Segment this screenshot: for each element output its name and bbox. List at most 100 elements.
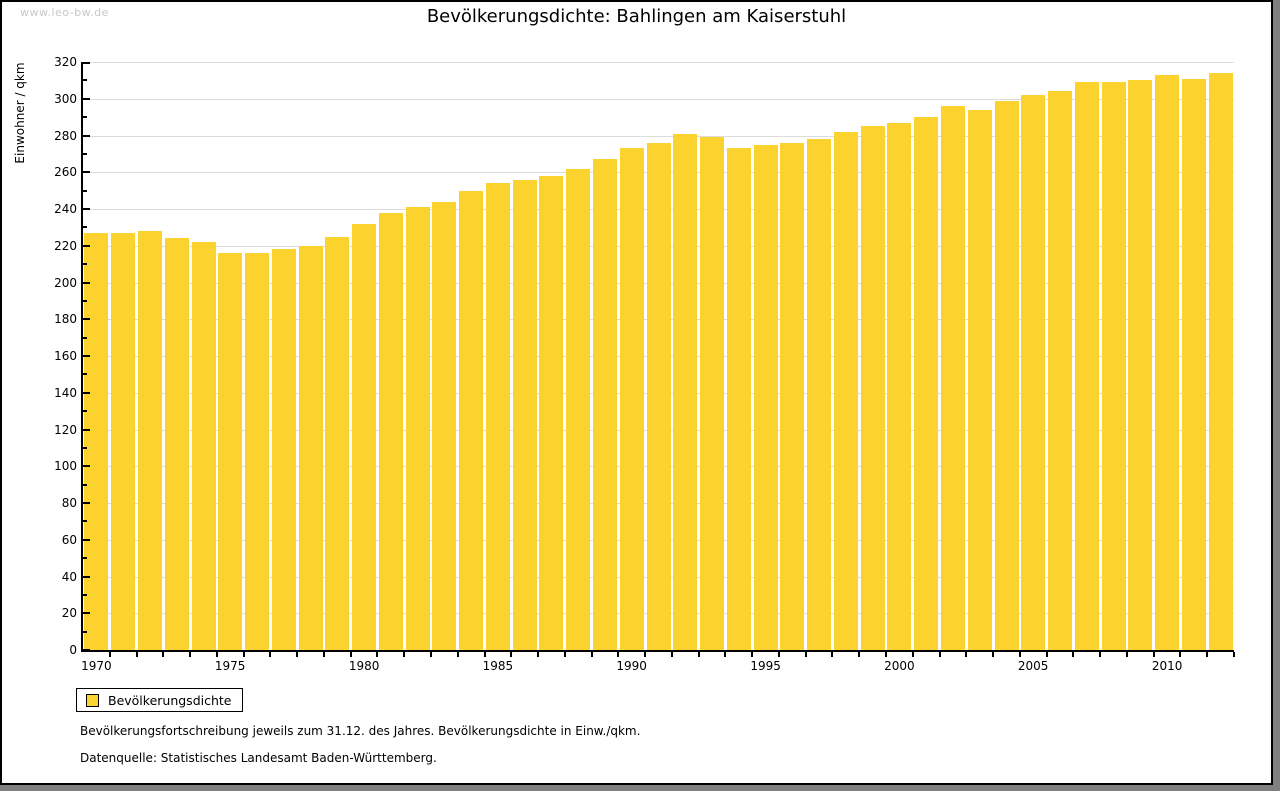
x-tick-label-2010: 2010: [1151, 659, 1183, 673]
x-tick-label-2005: 2005: [1017, 659, 1049, 673]
bar-1994: [726, 148, 751, 650]
y-minor-tick-170: [83, 337, 87, 339]
y-tick-label-20: 20: [61, 606, 77, 621]
y-minor-tick-110: [83, 447, 87, 449]
bar-2010: [1155, 74, 1180, 650]
bar-2005: [1021, 95, 1046, 650]
x-tick-30: [885, 652, 887, 657]
x-tick-29: [858, 652, 860, 657]
bar-2006: [1048, 91, 1072, 650]
y-minor-tick-50: [83, 557, 87, 559]
gridline-y-300: [83, 99, 1234, 100]
y-tick-label-80: 80: [61, 496, 77, 510]
y-minor-tick-70: [83, 520, 87, 522]
y-tick-220: [83, 245, 90, 247]
bar-1977: [271, 249, 296, 650]
x-tick-39: [1126, 652, 1128, 657]
y-minor-tick-230: [83, 226, 87, 228]
x-tick-13: [430, 652, 432, 657]
gridline-y-320: [83, 62, 1234, 63]
bar-2007: [1074, 82, 1099, 650]
x-tick-7: [269, 652, 271, 657]
x-tick-label-1980: 1980: [348, 659, 380, 673]
y-tick-label-160: 160: [54, 349, 77, 363]
bar-1970: [84, 232, 109, 650]
x-tick-37: [1072, 652, 1074, 657]
x-tick-10: [350, 652, 352, 657]
x-tick-26: [778, 652, 780, 657]
bar-1973: [164, 238, 189, 650]
bar-1999: [860, 126, 885, 650]
bar-1974: [191, 242, 216, 650]
y-tick-300: [83, 98, 90, 100]
bar-2000: [887, 122, 912, 650]
y-tick-label-140: 140: [54, 385, 77, 400]
x-tick-2: [136, 652, 138, 657]
y-minor-tick-270: [83, 153, 87, 155]
y-tick-label-260: 260: [54, 165, 77, 180]
y-tick-label-60: 60: [61, 532, 77, 547]
y-tick-160: [83, 355, 90, 357]
x-tick-23: [698, 652, 700, 657]
x-tick-8: [296, 652, 298, 657]
chart-title: Bevölkerungsdichte: Bahlingen am Kaisers…: [426, 6, 847, 27]
x-tick-label-1975: 1975: [214, 659, 246, 673]
bar-1981: [378, 212, 403, 650]
x-tick-31: [912, 652, 914, 657]
bar-1989: [593, 159, 617, 650]
bar-2009: [1128, 80, 1153, 650]
y-tick-200: [83, 282, 90, 284]
bar-1991: [646, 142, 671, 650]
x-tick-label-1985: 1985: [482, 659, 514, 673]
x-tick-38: [1099, 652, 1101, 657]
x-tick-35: [1019, 652, 1021, 657]
bar-1983: [432, 201, 457, 650]
bar-1992: [673, 133, 698, 650]
x-tick-27: [805, 652, 807, 657]
x-tick-42: [1206, 652, 1208, 657]
data-source: Datenquelle: Statistisches Landesamt Bad…: [80, 751, 437, 765]
x-tick-22: [671, 652, 673, 657]
x-tick-12: [403, 652, 405, 657]
x-tick-43: [1233, 652, 1235, 657]
x-tick-24: [724, 652, 726, 657]
x-tick-16: [510, 652, 512, 657]
x-tick-11: [376, 652, 378, 657]
bar-2002: [940, 106, 965, 650]
y-minor-tick-150: [83, 373, 87, 375]
x-tick-40: [1153, 652, 1155, 657]
x-tick-1: [109, 652, 111, 657]
bar-1985: [485, 183, 510, 650]
y-minor-tick-10: [83, 631, 87, 633]
y-tick-label-200: 200: [54, 275, 77, 290]
x-tick-5: [216, 652, 218, 657]
y-tick-180: [83, 318, 90, 320]
watermark: www.leo-bw.de: [20, 6, 109, 19]
bar-1998: [833, 131, 858, 650]
x-tick-25: [751, 652, 753, 657]
x-tick-label-2000: 2000: [884, 659, 915, 673]
y-tick-label-300: 300: [54, 91, 77, 106]
y-minor-tick-310: [83, 79, 87, 81]
x-tick-20: [617, 652, 619, 657]
bar-1975: [218, 253, 243, 650]
x-tick-label-1970: 1970: [81, 659, 112, 673]
y-tick-20: [83, 612, 90, 614]
bar-1979: [325, 236, 350, 650]
footnote: Bevölkerungsfortschreibung jeweils zum 3…: [80, 724, 641, 738]
y-tick-label-280: 280: [54, 128, 77, 143]
x-tick-41: [1179, 652, 1181, 657]
x-tick-33: [965, 652, 967, 657]
y-tick-40: [83, 576, 90, 578]
y-tick-280: [83, 135, 90, 137]
legend-swatch: [86, 693, 99, 707]
y-minor-tick-130: [83, 410, 87, 412]
y-tick-240: [83, 208, 90, 210]
bar-2001: [914, 117, 939, 650]
y-tick-label-100: 100: [54, 459, 77, 474]
bar-1980: [352, 223, 377, 650]
x-tick-4: [189, 652, 191, 657]
x-tick-36: [1046, 652, 1048, 657]
bar-1996: [780, 142, 805, 650]
